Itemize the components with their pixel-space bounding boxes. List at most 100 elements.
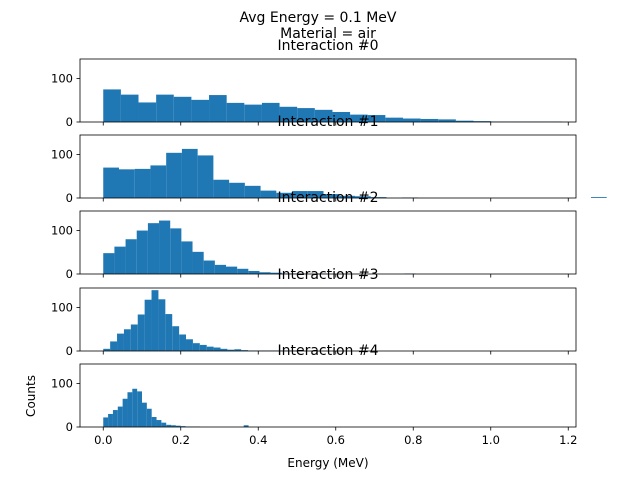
- histogram-bar: [206, 346, 214, 351]
- histogram-bar: [150, 165, 167, 198]
- histogram-bar: [209, 95, 227, 122]
- histogram-bar: [367, 115, 386, 122]
- histogram-bar: [297, 108, 315, 122]
- histogram-bar: [350, 114, 368, 122]
- histogram-bar: [171, 425, 176, 427]
- histogram-bar: [136, 230, 148, 274]
- histogram-bar: [192, 343, 200, 351]
- histogram-bar: [199, 344, 207, 351]
- histogram-bar: [191, 99, 210, 122]
- histogram-bar: [292, 191, 308, 198]
- histogram-bar: [402, 118, 421, 122]
- histogram-bar: [123, 329, 131, 351]
- y-tick-label: 100: [51, 224, 73, 238]
- histogram-bar: [179, 334, 187, 351]
- histogram-bar: [173, 96, 192, 122]
- histogram-bar: [339, 195, 355, 198]
- axes-frame: [79, 287, 577, 352]
- histogram-bar: [354, 196, 371, 198]
- histogram-bar: [158, 299, 166, 351]
- histogram-bar: [112, 410, 118, 427]
- panel-4: 0 100 0.0 0.2 0.4 0.6 0.8 1.0 1.2 Interaction #4: [51, 343, 577, 447]
- y-tick-label: 100: [51, 72, 73, 86]
- x-tick-label: 0.2: [172, 433, 190, 447]
- figure-subtitle: Material = air: [280, 26, 376, 42]
- histogram-bar: [420, 118, 439, 122]
- figure-title: Avg Energy = 0.1 MeV: [239, 10, 396, 26]
- histogram-bar: [261, 102, 280, 122]
- panel-title: Interaction #1: [277, 114, 378, 130]
- histogram-bar: [229, 182, 245, 198]
- histogram-bar: [110, 341, 118, 351]
- histogram-bar: [146, 408, 152, 427]
- histogram-bar: [259, 272, 271, 274]
- histogram-bar: [122, 398, 128, 427]
- y-tick-label: 0: [66, 191, 73, 205]
- histogram-bar: [156, 420, 162, 427]
- histogram-bar: [127, 392, 133, 427]
- histogram-bar: [118, 169, 135, 198]
- x-tick-label: 0.8: [404, 433, 422, 447]
- histogram-bar: [161, 422, 167, 427]
- histogram-bar: [125, 239, 137, 274]
- axes-frame: [79, 134, 577, 199]
- histogram-bar: [197, 155, 214, 198]
- histogram-bar: [590, 197, 607, 198]
- histogram-bar: [151, 290, 159, 351]
- y-tick-label: 0: [66, 420, 73, 434]
- panel-3: 0 100 Interaction #3: [51, 267, 577, 358]
- histogram-bar: [307, 191, 324, 198]
- histogram-bar: [270, 272, 282, 274]
- y-tick-label: 100: [51, 301, 73, 315]
- histogram-bar: [385, 117, 403, 122]
- histogram-bar: [244, 185, 261, 198]
- x-tick-label: 0.4: [249, 433, 267, 447]
- histogram-bar: [234, 349, 242, 351]
- histogram-bar: [134, 168, 151, 198]
- histogram-bar: [248, 270, 260, 274]
- histogram-bar: [226, 266, 238, 274]
- histogram-bar: [213, 179, 230, 198]
- histogram-bar: [159, 220, 171, 274]
- histogram-bar: [180, 426, 186, 427]
- histogram-bar: [132, 388, 138, 427]
- panel-0: 0 100 Interaction #0: [51, 38, 577, 129]
- axes-frame: [79, 210, 577, 275]
- histogram-bar: [332, 112, 351, 122]
- panel-title: Interaction #0: [277, 38, 378, 54]
- panel-2: 0 100 Interaction #2: [51, 190, 577, 281]
- y-tick-label: 100: [51, 148, 73, 162]
- histogram-bar: [227, 349, 235, 351]
- histogram-bar: [438, 119, 456, 122]
- histogram-bar: [203, 260, 215, 274]
- y-axis-label: Counts: [24, 375, 38, 417]
- x-axis-label: Energy (MeV): [287, 456, 368, 470]
- histogram-bar: [226, 102, 245, 122]
- histogram-bar: [214, 264, 227, 274]
- histogram-bar: [323, 194, 340, 198]
- histogram-bar: [147, 223, 160, 274]
- histogram-bar: [103, 417, 109, 427]
- histogram-bar: [213, 347, 221, 351]
- histogram-bar: [192, 251, 204, 274]
- y-tick-label: 100: [51, 377, 73, 391]
- panel-title: Interaction #3: [277, 267, 378, 283]
- histogram-bar: [103, 167, 119, 198]
- x-tick-label: 1.2: [559, 433, 577, 447]
- histogram-bar: [120, 94, 139, 122]
- histogram-bar: [455, 120, 474, 122]
- histogram-bar: [117, 406, 123, 427]
- histogram-bar: [314, 109, 333, 122]
- histogram-bar: [276, 192, 293, 198]
- axes-frame: [79, 363, 577, 428]
- histogram-bar: [166, 152, 182, 198]
- histogram-bar: [166, 424, 172, 427]
- histogram-bar: [181, 148, 198, 198]
- histogram-bar: [130, 324, 138, 351]
- histogram-bar: [241, 350, 249, 351]
- histogram-bar: [370, 197, 387, 198]
- histogram-bar: [114, 246, 126, 274]
- y-tick-label: 0: [66, 344, 73, 358]
- histogram-bar: [243, 425, 249, 427]
- histogram-bar: [103, 348, 111, 351]
